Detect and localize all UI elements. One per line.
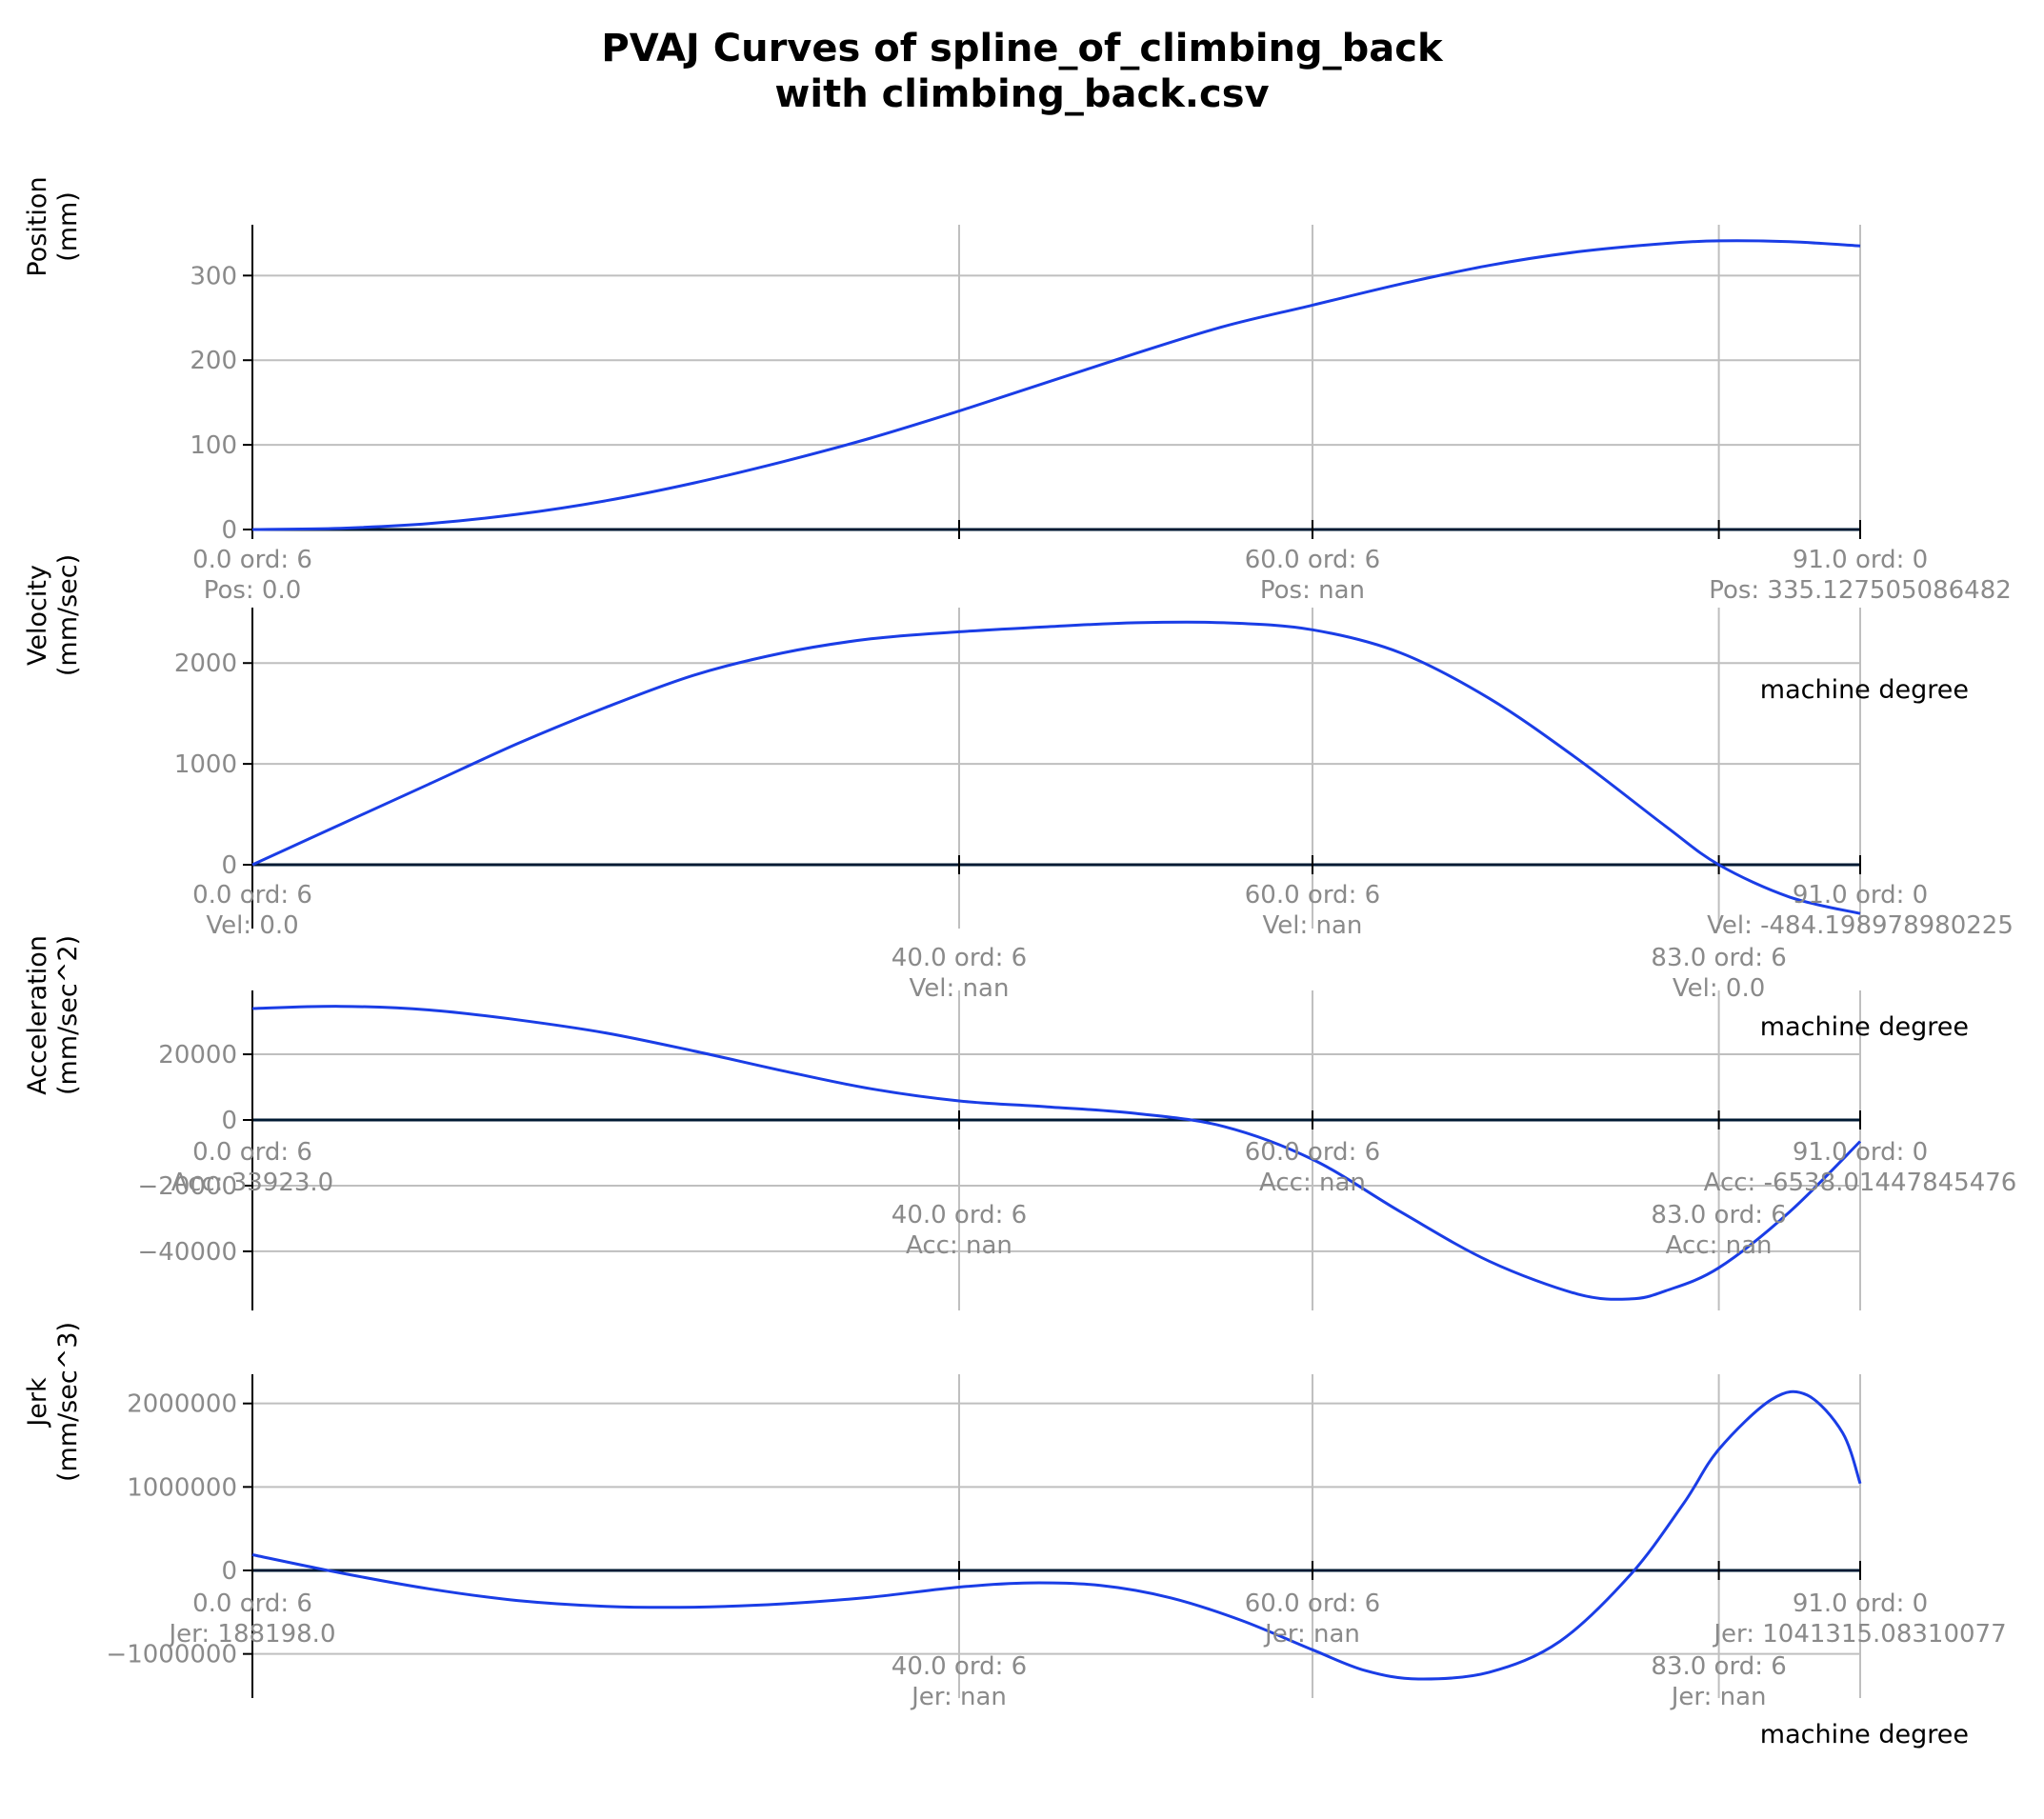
annotation-line: 83.0 ord: 6 <box>1651 1652 1786 1681</box>
y-tick-label: 1000000 <box>127 1473 237 1502</box>
y-axis-label: Jerk(mm/sec^3) <box>23 1322 83 1482</box>
y-axis-label-line: (mm) <box>53 191 83 262</box>
annotation-line: 83.0 ord: 6 <box>1651 944 1786 972</box>
annotation-line: 40.0 ord: 6 <box>892 944 1027 972</box>
point-annotation: 91.0 ord: 0 Acc: -6538.01447845476 <box>1704 1138 2017 1197</box>
y-tick-label: −40000 <box>138 1238 238 1267</box>
point-annotation: 60.0 ord: 6 Acc: nan <box>1245 1138 1380 1197</box>
annotation-line: 0.0 ord: 6 <box>192 881 312 910</box>
annotation-line: Acc: 33923.0 <box>171 1169 333 1197</box>
y-tick-label: 20000 <box>158 1041 237 1069</box>
point-annotation: 0.0 ord: 6 Pos: 0.0 <box>192 546 312 605</box>
y-axis-label-line: (mm/sec^2) <box>53 935 83 1095</box>
point-annotation: 60.0 ord: 6 Pos: nan <box>1245 546 1380 605</box>
point-annotation: 40.0 ord: 6 Vel: nan <box>892 944 1027 1003</box>
annotation-line: 60.0 ord: 6 <box>1245 1589 1380 1618</box>
point-annotation: 60.0 ord: 6 Vel: nan <box>1245 881 1380 940</box>
y-axis-label: Velocity(mm/sec) <box>23 554 83 676</box>
annotation-line: Jer: 188198.0 <box>168 1620 336 1649</box>
x-axis-label: machine degree <box>1760 1012 1969 1042</box>
subplot-1: 0 100 200 300 Position(mm) 0.0 ord: 6 Pos: 0.0… <box>23 176 2012 605</box>
y-axis-label-line: Velocity <box>23 565 52 666</box>
point-annotation: 91.0 ord: 0 Jer: 1041315.08310077 <box>1712 1589 2006 1649</box>
annotation-line: Pos: nan <box>1260 576 1365 605</box>
point-annotation: 0.0 ord: 6 Jer: 188198.0 <box>168 1589 336 1649</box>
annotation-line: 0.0 ord: 6 <box>192 1138 312 1167</box>
annotation-line: Vel: nan <box>1263 911 1363 940</box>
y-axis-label-line: Acceleration <box>23 935 52 1095</box>
y-axis-label: Position(mm) <box>23 176 83 276</box>
y-axis-label-line: Position <box>23 176 52 276</box>
y-tick-label: 300 <box>190 262 237 290</box>
series-curve <box>251 1005 1862 1301</box>
annotation-line: 60.0 ord: 6 <box>1245 546 1380 574</box>
annotation-line: Jer: nan <box>910 1683 1007 1711</box>
series-curve <box>251 239 1861 531</box>
annotation-line: Acc: -6538.01447845476 <box>1704 1169 2017 1197</box>
subplot-2: 0 1000 2000 Velocity(mm/sec) machine degree 0… <box>23 554 2014 1003</box>
annotation-line: 91.0 ord: 0 <box>1793 1138 1928 1167</box>
y-axis-label-line: (mm/sec) <box>53 554 83 676</box>
annotation-line: 83.0 ord: 6 <box>1651 1201 1786 1229</box>
y-tick-label: 0 <box>221 1107 237 1135</box>
annotation-line: Acc: nan <box>906 1231 1012 1260</box>
annotation-line: 91.0 ord: 0 <box>1793 1589 1928 1618</box>
y-axis-label: Acceleration(mm/sec^2) <box>23 935 83 1095</box>
annotation-line: Jer: nan <box>1670 1683 1767 1711</box>
annotation-line: Acc: nan <box>1259 1169 1366 1197</box>
annotation-line: 91.0 ord: 0 <box>1793 546 1928 574</box>
subplot-3: −40000 −20000 0 20000 Acceleration(mm/sec^2)… <box>23 935 2016 1310</box>
x-axis-label: machine degree <box>1760 675 1969 705</box>
annotation-line: Jer: nan <box>1263 1620 1360 1649</box>
x-axis-label: machine degree <box>1760 1720 1969 1749</box>
series-curve <box>251 1389 1862 1681</box>
annotation-line: Pos: 0.0 <box>204 576 302 605</box>
y-tick-label: 2000 <box>174 650 237 678</box>
y-tick-label: 0 <box>221 516 237 545</box>
annotation-line: Acc: nan <box>1666 1231 1773 1260</box>
figure-title-line-1: PVAJ Curves of spline_of_climbing_back <box>601 27 1444 70</box>
annotation-line: Jer: 1041315.08310077 <box>1712 1620 2006 1649</box>
y-tick-label: 200 <box>190 347 237 375</box>
annotation-line: 0.0 ord: 6 <box>192 1589 312 1618</box>
y-axis-label-line: Jerk <box>23 1377 52 1429</box>
subplot-4: −1000000 0 1000000 2000000 Jerk(mm/sec^3) mac… <box>23 1322 2007 1749</box>
y-tick-label: −20000 <box>138 1172 238 1201</box>
point-annotation: 83.0 ord: 6 Jer: nan <box>1651 1652 1786 1711</box>
y-tick-label: 1000 <box>174 750 237 779</box>
annotation-line: 91.0 ord: 0 <box>1793 881 1928 910</box>
annotation-line: Vel: 0.0 <box>206 911 298 940</box>
annotation-line: 40.0 ord: 6 <box>892 1652 1027 1681</box>
annotation-line: 60.0 ord: 6 <box>1245 1138 1380 1167</box>
y-tick-label: 0 <box>221 1557 237 1586</box>
point-annotation: 60.0 ord: 6 Jer: nan <box>1245 1589 1380 1649</box>
point-annotation: 91.0 ord: 0 Vel: -484.198978980225 <box>1707 881 2014 940</box>
y-axis-label-line: (mm/sec^3) <box>53 1322 83 1482</box>
y-tick-label: −1000000 <box>106 1641 237 1669</box>
point-annotation: 0.0 ord: 6 Vel: 0.0 <box>192 881 312 940</box>
figure-title-line-2: with climbing_back.csv <box>774 72 1269 116</box>
y-tick-label: 2000000 <box>127 1390 237 1419</box>
point-annotation: 40.0 ord: 6 Jer: nan <box>892 1652 1027 1711</box>
series-curve <box>251 620 1861 915</box>
y-tick-label: 0 <box>221 851 237 880</box>
point-annotation: 0.0 ord: 6 Acc: 33923.0 <box>171 1138 333 1197</box>
point-annotation: 91.0 ord: 0 Pos: 335.127505086482 <box>1709 546 2012 605</box>
y-tick-label: 100 <box>190 431 237 460</box>
point-annotation: 83.0 ord: 6 Acc: nan <box>1651 1201 1786 1260</box>
annotation-line: Pos: 335.127505086482 <box>1709 576 2012 605</box>
annotation-line: 40.0 ord: 6 <box>892 1201 1027 1229</box>
point-annotation: 40.0 ord: 6 Acc: nan <box>892 1201 1027 1260</box>
annotation-line: Vel: -484.198978980225 <box>1707 911 2014 940</box>
annotation-line: 60.0 ord: 6 <box>1245 881 1380 910</box>
annotation-line: 0.0 ord: 6 <box>192 546 312 574</box>
